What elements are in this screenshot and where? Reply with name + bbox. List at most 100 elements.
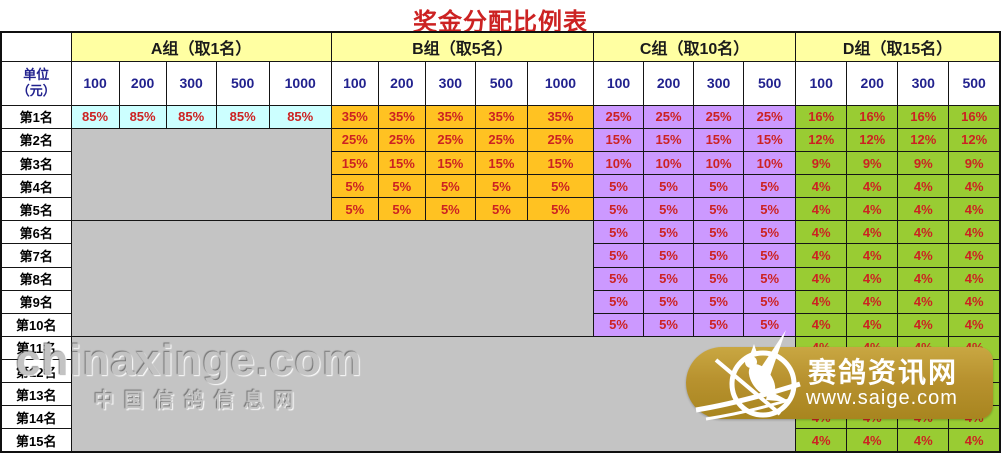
row-label: 第15名	[0, 428, 72, 453]
percent-cell: 5%	[474, 174, 528, 199]
unit-header-row: 单位 （元） 100 200 300 500 1000 100 200 300 500 1000 100…	[0, 60, 1001, 106]
percent-cell: 25%	[424, 127, 476, 153]
percent-cell: 5%	[693, 266, 745, 291]
percent-cell: 5%	[526, 197, 595, 222]
unit-column-b-300: 300	[424, 60, 476, 106]
percent-cell: 15%	[474, 151, 528, 176]
percent-cell: 5%	[377, 197, 426, 222]
percent-cell: 10%	[643, 151, 695, 176]
percent-cell: 5%	[693, 243, 745, 268]
row-label: 第10名	[0, 312, 72, 337]
row-label: 第8名	[0, 266, 72, 291]
percent-cell: 4%	[846, 220, 899, 245]
group-header-d: D组（取15名）	[795, 31, 1001, 62]
percent-cell: 35%	[526, 104, 595, 129]
percent-cell: 5%	[593, 312, 645, 337]
percent-cell: 5%	[743, 220, 797, 245]
saige-watermark-badge: 赛鸽资讯网 www.saige.com	[686, 347, 993, 419]
unit-column-b-500: 500	[474, 60, 528, 106]
percent-cell: 9%	[846, 151, 899, 176]
percent-cell: 10%	[743, 151, 797, 176]
percent-cell: 25%	[643, 104, 695, 129]
percent-cell: 4%	[897, 312, 950, 337]
percent-cell: 15%	[377, 151, 426, 176]
percent-cell: 10%	[593, 151, 645, 176]
percent-cell: 5%	[693, 289, 745, 314]
percent-cell: 4%	[846, 243, 899, 268]
percent-cell: 5%	[643, 289, 695, 314]
percent-cell: 5%	[693, 312, 745, 337]
percent-cell: 9%	[948, 151, 1001, 176]
empty-merged-cell	[70, 335, 797, 453]
percent-cell: 15%	[643, 127, 695, 153]
percent-cell: 5%	[743, 243, 797, 268]
percent-cell: 85%	[268, 104, 332, 129]
percent-cell: 5%	[693, 197, 745, 222]
row-label: 第12名	[0, 359, 72, 384]
unit-column-d-300: 300	[897, 60, 950, 106]
group-header-row: A组（取1名） B组（取5名） C组（取10名） D组（取15名）	[0, 31, 1001, 62]
percent-cell: 35%	[424, 104, 476, 129]
percent-cell: 4%	[795, 266, 848, 291]
percent-cell: 4%	[897, 220, 950, 245]
percent-cell: 5%	[330, 174, 379, 199]
percent-cell: 25%	[377, 127, 426, 153]
row-label: 第14名	[0, 405, 72, 430]
percent-cell: 4%	[897, 428, 950, 453]
table-row: 第1名 85% 85% 85% 85% 85% 35% 35% 35% 35% 35% 25% 25% 2…	[0, 104, 1001, 129]
percent-cell: 5%	[593, 220, 645, 245]
percent-cell: 5%	[330, 197, 379, 222]
percent-cell: 4%	[846, 289, 899, 314]
percent-cell: 4%	[948, 220, 1001, 245]
row-label: 第9名	[0, 289, 72, 314]
percent-cell: 25%	[593, 104, 645, 129]
unit-column-a-500: 500	[215, 60, 270, 106]
percent-cell: 15%	[424, 151, 476, 176]
row-label: 第4名	[0, 174, 72, 199]
percent-cell: 5%	[693, 220, 745, 245]
unit-column-d-200: 200	[846, 60, 899, 106]
unit-column-c-200: 200	[643, 60, 695, 106]
percent-cell: 16%	[948, 104, 1001, 129]
percent-cell: 4%	[948, 312, 1001, 337]
unit-column-a-1000: 1000	[268, 60, 332, 106]
percent-cell: 4%	[795, 428, 848, 453]
percent-cell: 4%	[795, 289, 848, 314]
percent-cell: 4%	[897, 266, 950, 291]
percent-cell: 5%	[693, 174, 745, 199]
table-row: 第8名 5% 5% 5% 5% 4% 4% 4% 4%	[0, 266, 1001, 291]
percent-cell: 25%	[526, 127, 595, 153]
table-corner-cell	[0, 31, 72, 62]
row-label: 第3名	[0, 151, 72, 176]
percent-cell: 12%	[948, 127, 1001, 153]
unit-column-b-1000: 1000	[526, 60, 595, 106]
percent-cell: 25%	[330, 127, 379, 153]
percent-cell: 5%	[593, 243, 645, 268]
percent-cell: 25%	[693, 104, 745, 129]
unit-column-c-300: 300	[693, 60, 745, 106]
percent-cell: 25%	[743, 104, 797, 129]
percent-cell: 4%	[948, 428, 1001, 453]
percent-cell: 4%	[846, 312, 899, 337]
group-header-a: A组（取1名）	[70, 31, 332, 62]
percent-cell: 9%	[897, 151, 950, 176]
table-row: 第7名 5% 5% 5% 5% 4% 4% 4% 4%	[0, 243, 1001, 268]
table-row: 第9名 5% 5% 5% 5% 4% 4% 4% 4%	[0, 289, 1001, 314]
percent-cell: 5%	[643, 174, 695, 199]
row-label: 第13名	[0, 382, 72, 407]
percent-cell: 85%	[165, 104, 217, 129]
percent-cell: 4%	[948, 289, 1001, 314]
row-label: 第5名	[0, 197, 72, 222]
percent-cell: 5%	[643, 312, 695, 337]
unit-cell: 单位 （元）	[0, 60, 72, 106]
percent-cell: 4%	[846, 197, 899, 222]
percent-cell: 4%	[897, 174, 950, 199]
percent-cell: 5%	[424, 174, 476, 199]
empty-merged-cell	[70, 220, 595, 337]
percent-cell: 5%	[643, 266, 695, 291]
percent-cell: 15%	[743, 127, 797, 153]
percent-cell: 85%	[215, 104, 270, 129]
row-label: 第7名	[0, 243, 72, 268]
percent-cell: 5%	[643, 197, 695, 222]
